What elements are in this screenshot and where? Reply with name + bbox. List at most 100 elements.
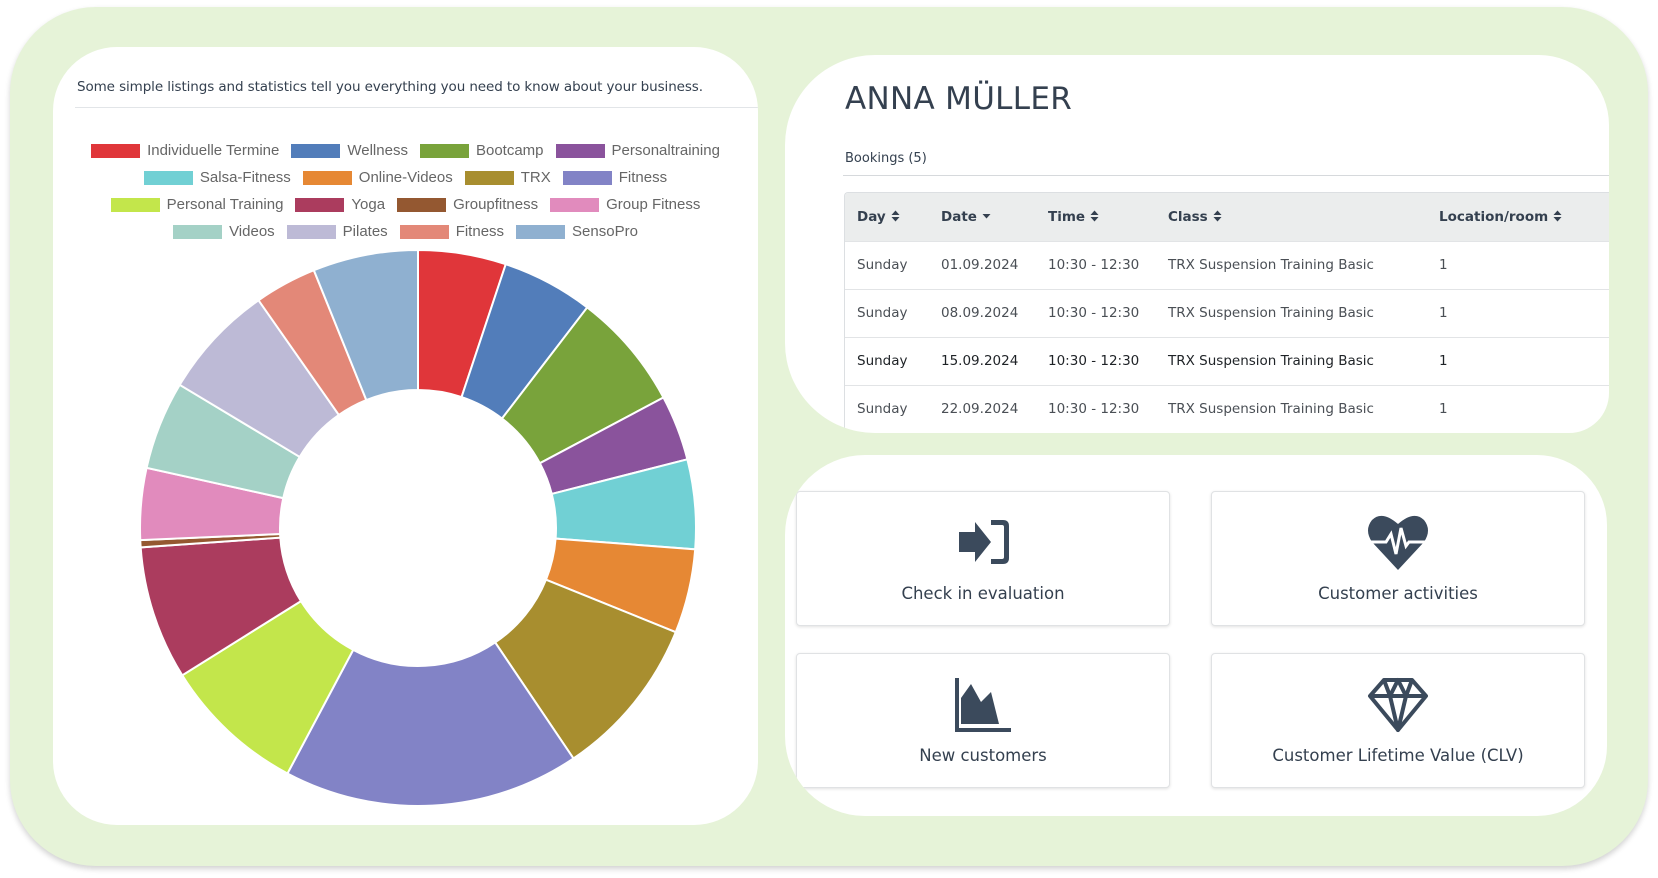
statistics-subtitle: Some simple listings and statistics tell… (77, 79, 703, 95)
legend-swatch (295, 197, 345, 212)
card-label: Customer activities (1318, 584, 1478, 603)
legend-item[interactable]: Personaltraining (555, 142, 720, 159)
sort-icon (1553, 210, 1562, 224)
cell-date: 15.09.2024 (929, 336, 1036, 385)
table-header-row: Day Date Time Class Location/room (845, 193, 1609, 241)
legend-swatch (173, 224, 223, 239)
legend-label: Wellness (347, 142, 408, 159)
legend-swatch (562, 170, 612, 185)
cell-location: 1 (1427, 240, 1609, 289)
legend-item[interactable]: SensoPro (516, 223, 638, 240)
legend-swatch (291, 143, 341, 158)
customer-panel: ANNA MÜLLER Bookings (5) Day Date Time C… (785, 55, 1609, 433)
sort-icon (891, 210, 900, 224)
column-header-day[interactable]: Day (845, 193, 929, 241)
legend-item[interactable]: Videos (173, 223, 275, 240)
legend-label: Personal Training (166, 196, 284, 213)
legend-item[interactable]: Yoga (295, 196, 385, 213)
customer-lifetime-value-card[interactable]: Customer Lifetime Value (CLV) (1211, 653, 1585, 788)
cell-location: 1 (1427, 288, 1609, 337)
legend-label: Fitness (455, 223, 505, 240)
table-row[interactable]: Sunday 15.09.2024 10:30 - 12:30 TRX Susp… (845, 336, 1609, 385)
column-header-time[interactable]: Time (1036, 193, 1156, 241)
cell-location: 1 (1427, 336, 1609, 385)
legend-label: Pilates (342, 223, 388, 240)
legend-item[interactable]: Groupfitness (397, 196, 538, 213)
cell-time: 10:30 - 12:30 (1036, 384, 1156, 433)
customer-name: ANNA MÜLLER (845, 81, 1073, 117)
legend-label: Groupfitness (453, 196, 539, 213)
legend-item[interactable]: Wellness (291, 142, 408, 159)
cell-day: Sunday (845, 384, 929, 433)
legend-label: Salsa-Fitness (199, 169, 291, 186)
column-label: Day (857, 208, 886, 225)
legend-item[interactable]: Individuelle Termine (91, 142, 279, 159)
legend-swatch (143, 170, 193, 185)
legend-swatch (110, 197, 160, 212)
cell-class: TRX Suspension Training Basic (1156, 288, 1427, 337)
column-label: Location/room (1439, 208, 1549, 225)
legend-item[interactable]: Personal Training (110, 196, 284, 213)
table-row[interactable]: Sunday 22.09.2024 10:30 - 12:30 TRX Susp… (845, 384, 1609, 433)
legend-swatch (286, 224, 336, 239)
customer-activities-card[interactable]: Customer activities (1211, 491, 1585, 626)
card-label: Check in evaluation (901, 584, 1065, 603)
column-label: Time (1048, 208, 1086, 225)
legend-row: Individuelle Termine Wellness Bootcamp Pers… (53, 137, 758, 164)
cell-day: Sunday (845, 288, 929, 337)
table-row[interactable]: Sunday 01.09.2024 10:30 - 12:30 TRX Susp… (845, 240, 1609, 289)
cell-time: 10:30 - 12:30 (1036, 288, 1156, 337)
sort-icon (1090, 210, 1099, 224)
area-chart-icon (955, 678, 1011, 732)
legend-item[interactable]: Online-Videos (302, 169, 453, 186)
legend-label: Videos (229, 223, 275, 240)
legend-item[interactable]: Salsa-Fitness (143, 169, 291, 186)
legend-swatch (399, 224, 449, 239)
cell-date: 01.09.2024 (929, 240, 1036, 289)
legend-item[interactable]: Pilates (286, 223, 388, 240)
divider (843, 175, 1609, 176)
divider (75, 107, 758, 108)
column-label: Date (941, 208, 977, 225)
cell-date: 08.09.2024 (929, 288, 1036, 337)
cell-time: 10:30 - 12:30 (1036, 240, 1156, 289)
column-header-class[interactable]: Class (1156, 193, 1427, 241)
legend-swatch (302, 170, 352, 185)
legend-item[interactable]: TRX (464, 169, 551, 186)
legend-swatch (464, 170, 514, 185)
legend-row: Personal Training Yoga Groupfitness Group F… (53, 191, 758, 218)
card-label: New customers (919, 746, 1047, 765)
column-header-date[interactable]: Date (929, 193, 1036, 241)
new-customers-card[interactable]: New customers (796, 653, 1170, 788)
cell-class: TRX Suspension Training Basic (1156, 240, 1427, 289)
legend-swatch (550, 197, 600, 212)
legend-row: Salsa-Fitness Online-Videos TRX Fitness (53, 164, 758, 191)
column-header-location[interactable]: Location/room (1427, 193, 1609, 241)
legend-item[interactable]: Fitness (399, 223, 505, 240)
legend-swatch (555, 143, 605, 158)
donut-slice-sensopro[interactable] (312, 248, 419, 402)
diamond-icon (1368, 678, 1428, 732)
legend-swatch (397, 197, 447, 212)
legend-label: Yoga (351, 196, 386, 213)
legend-swatch (419, 143, 469, 158)
legend-item[interactable]: Bootcamp (419, 142, 544, 159)
legend-swatch (91, 143, 141, 158)
sort-icon (1213, 210, 1222, 224)
legend-label: TRX (520, 169, 551, 186)
heartbeat-icon (1368, 515, 1428, 570)
donut-slice-fitness[interactable] (286, 641, 575, 807)
legend-swatch (516, 224, 566, 239)
legend-item[interactable]: Group Fitness (550, 196, 700, 213)
legend-label: Personaltraining (611, 142, 720, 159)
legend-item[interactable]: Fitness (562, 169, 668, 186)
check-in-evaluation-card[interactable]: Check in evaluation (796, 491, 1170, 626)
card-label: Customer Lifetime Value (CLV) (1272, 746, 1524, 765)
legend-label: Fitness (618, 169, 668, 186)
chart-legend: Individuelle Termine Wellness Bootcamp Pers… (53, 137, 758, 245)
sort-desc-icon (982, 211, 991, 224)
cell-time: 10:30 - 12:30 (1036, 336, 1156, 385)
cell-class: TRX Suspension Training Basic (1156, 336, 1427, 385)
table-row[interactable]: Sunday 08.09.2024 10:30 - 12:30 TRX Susp… (845, 288, 1609, 337)
legend-label: Individuelle Termine (147, 142, 280, 159)
